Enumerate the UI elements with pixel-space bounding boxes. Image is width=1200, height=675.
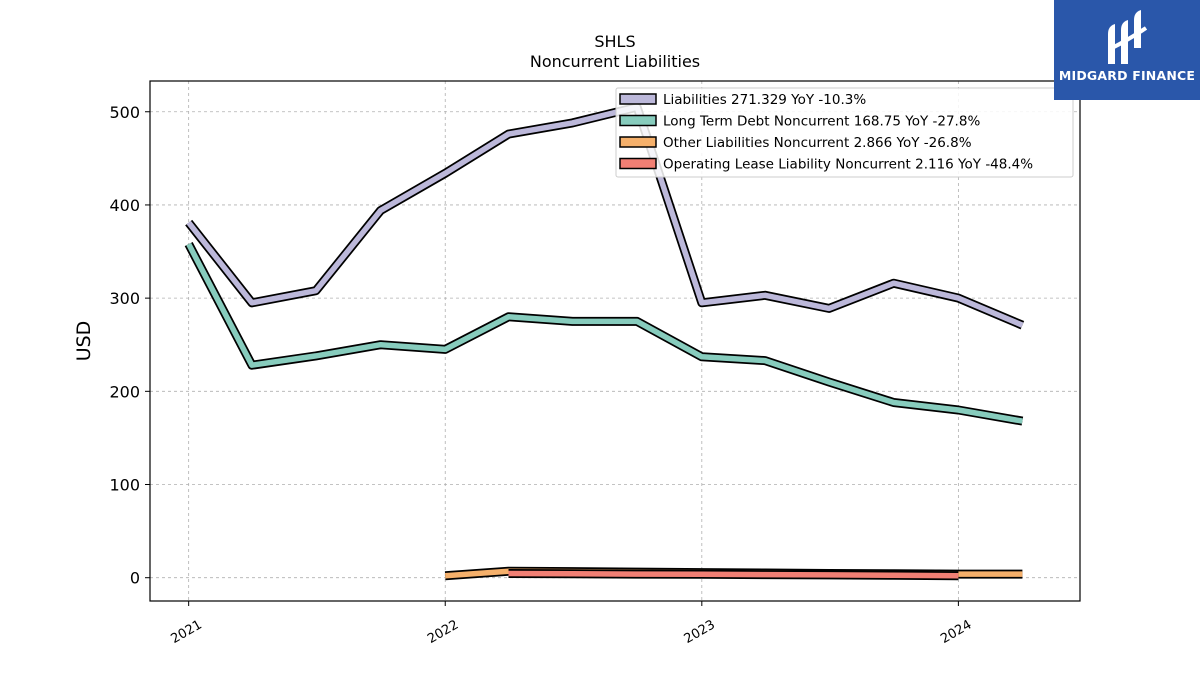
series-1 bbox=[184, 242, 1024, 426]
legend-label: Other Liabilities Noncurrent 2.866 YoY -… bbox=[663, 135, 972, 151]
y-tick-label: 500 bbox=[109, 103, 140, 122]
series-layer bbox=[184, 102, 1025, 581]
y-tick-label: 400 bbox=[109, 196, 140, 215]
y-axis-label: USD bbox=[73, 321, 95, 362]
x-tick-label: 2022 bbox=[425, 617, 461, 647]
y-tick-label: 100 bbox=[109, 476, 140, 495]
legend-swatch bbox=[619, 136, 657, 148]
legend-swatch bbox=[619, 114, 657, 127]
legend-label: Liabilities 271.329 YoY -10.3% bbox=[663, 92, 866, 108]
x-axis: 2021 2022 2023 2024 bbox=[169, 601, 974, 647]
x-tick-label: 2021 bbox=[169, 617, 205, 647]
legend[interactable]: Liabilities 271.329 YoY -10.3% Long Term … bbox=[615, 87, 1074, 178]
series-outline bbox=[184, 242, 1024, 426]
x-tick-label: 2024 bbox=[938, 617, 974, 647]
plot-frame bbox=[149, 80, 1081, 602]
logo-text: MIDGARD FINANCE bbox=[1058, 68, 1196, 83]
series-0 bbox=[185, 102, 1025, 330]
series-line bbox=[508, 570, 959, 579]
midgard-finance-logo: MIDGARD FINANCE bbox=[1054, 0, 1200, 100]
legend-box bbox=[615, 87, 1074, 178]
legend-swatch bbox=[619, 157, 657, 170]
legend-label: Operating Lease Liability Noncurrent 2.1… bbox=[663, 157, 1033, 173]
series-line bbox=[186, 242, 1023, 424]
chart-title: SHLS bbox=[594, 32, 635, 51]
chart-subtitle: Noncurrent Liabilities bbox=[530, 52, 700, 71]
y-tick-label: 200 bbox=[109, 382, 140, 401]
y-tick-label: 0 bbox=[130, 569, 140, 588]
y-axis: 0 100 200 300 400 500 bbox=[109, 103, 150, 588]
y-tick-label: 300 bbox=[109, 289, 140, 308]
series-3 bbox=[508, 569, 959, 581]
logo-mark-icon bbox=[1108, 10, 1148, 64]
series-line bbox=[186, 104, 1024, 328]
legend-swatch bbox=[619, 93, 657, 105]
legend-label: Long Term Debt Noncurrent 168.75 YoY -27… bbox=[663, 114, 980, 130]
x-tick-label: 2023 bbox=[682, 617, 718, 647]
